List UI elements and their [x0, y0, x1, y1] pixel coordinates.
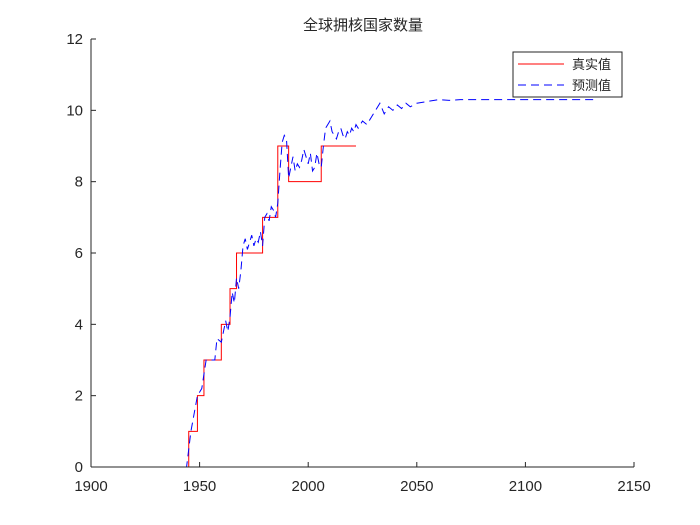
x-tick-label: 1950: [183, 478, 216, 495]
series-line-actual: [188, 145, 356, 467]
y-tick-label: 12: [66, 31, 83, 48]
y-tick-label: 0: [75, 459, 83, 476]
y-tick-label: 10: [66, 102, 83, 119]
series-layer: [171, 99, 598, 468]
axes-layer: [90, 39, 634, 468]
y-tick-label: 2: [75, 388, 83, 405]
x-tick-label: 2000: [292, 478, 325, 495]
series-line-predicted: [171, 99, 598, 468]
y-tick-label: 4: [75, 316, 83, 333]
legend-box: [512, 51, 623, 98]
x-tick-label: 2150: [617, 478, 650, 495]
x-tick-label: 2050: [400, 478, 433, 495]
legend-label-predicted: 预测值: [572, 78, 611, 94]
ticks-layer: 1900 1950 2000 2050 2100 2150 0 2 4 6 8 10 12: [66, 31, 650, 495]
chart-title: 全球拥核国家数量: [303, 16, 423, 34]
y-tick-label: 8: [75, 174, 83, 191]
x-tick-label: 1900: [74, 478, 107, 495]
x-tick-label: 2100: [509, 478, 542, 495]
legend: 真实值 预测值: [512, 51, 623, 98]
y-tick-label: 6: [75, 245, 83, 262]
legend-label-actual: 真实值: [572, 57, 611, 73]
